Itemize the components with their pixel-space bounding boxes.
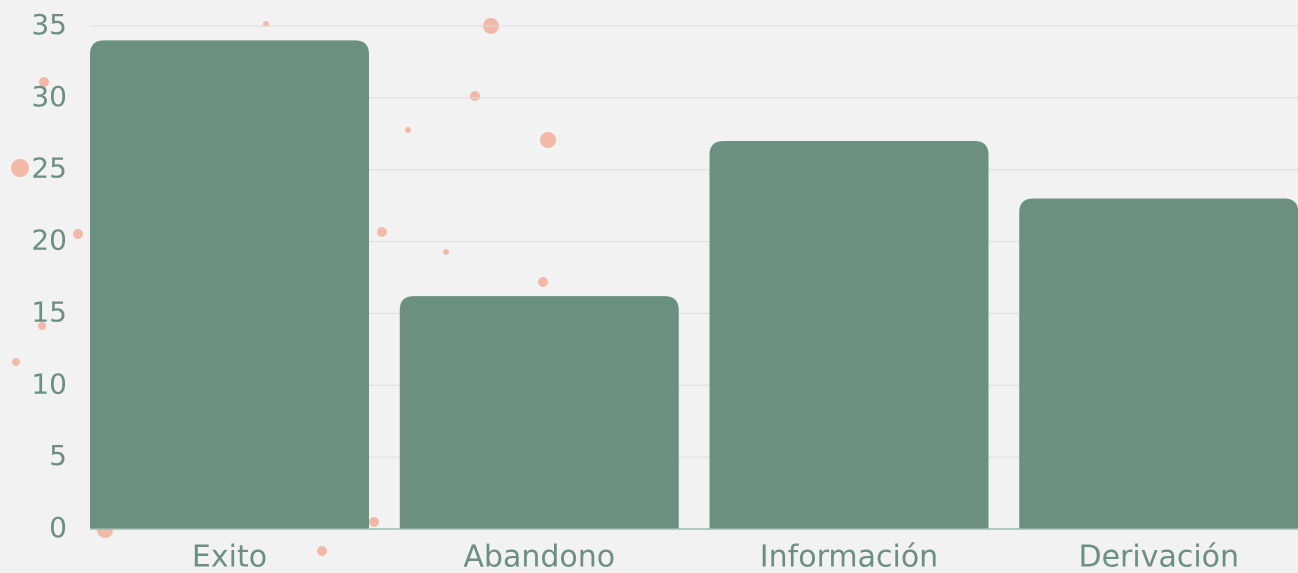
y-tick-label: 5 [49,439,67,472]
x-tick-label: Abandono [463,540,615,573]
bar [90,40,369,529]
y-tick-label: 20 [31,224,67,257]
x-tick-label: Información [760,540,938,573]
y-tick-label: 35 [31,8,67,41]
y-tick-label: 0 [49,511,67,544]
y-tick-label: 25 [31,152,67,185]
bar [1019,198,1298,529]
y-tick-label: 15 [31,295,67,328]
y-tick-label: 30 [31,80,67,113]
bar [399,296,679,529]
y-tick-label: 10 [31,367,67,400]
bar [709,140,989,529]
decoration [11,18,556,556]
x-tick-label: Exito [192,540,267,573]
x-tick-label: Derivación [1078,540,1239,573]
